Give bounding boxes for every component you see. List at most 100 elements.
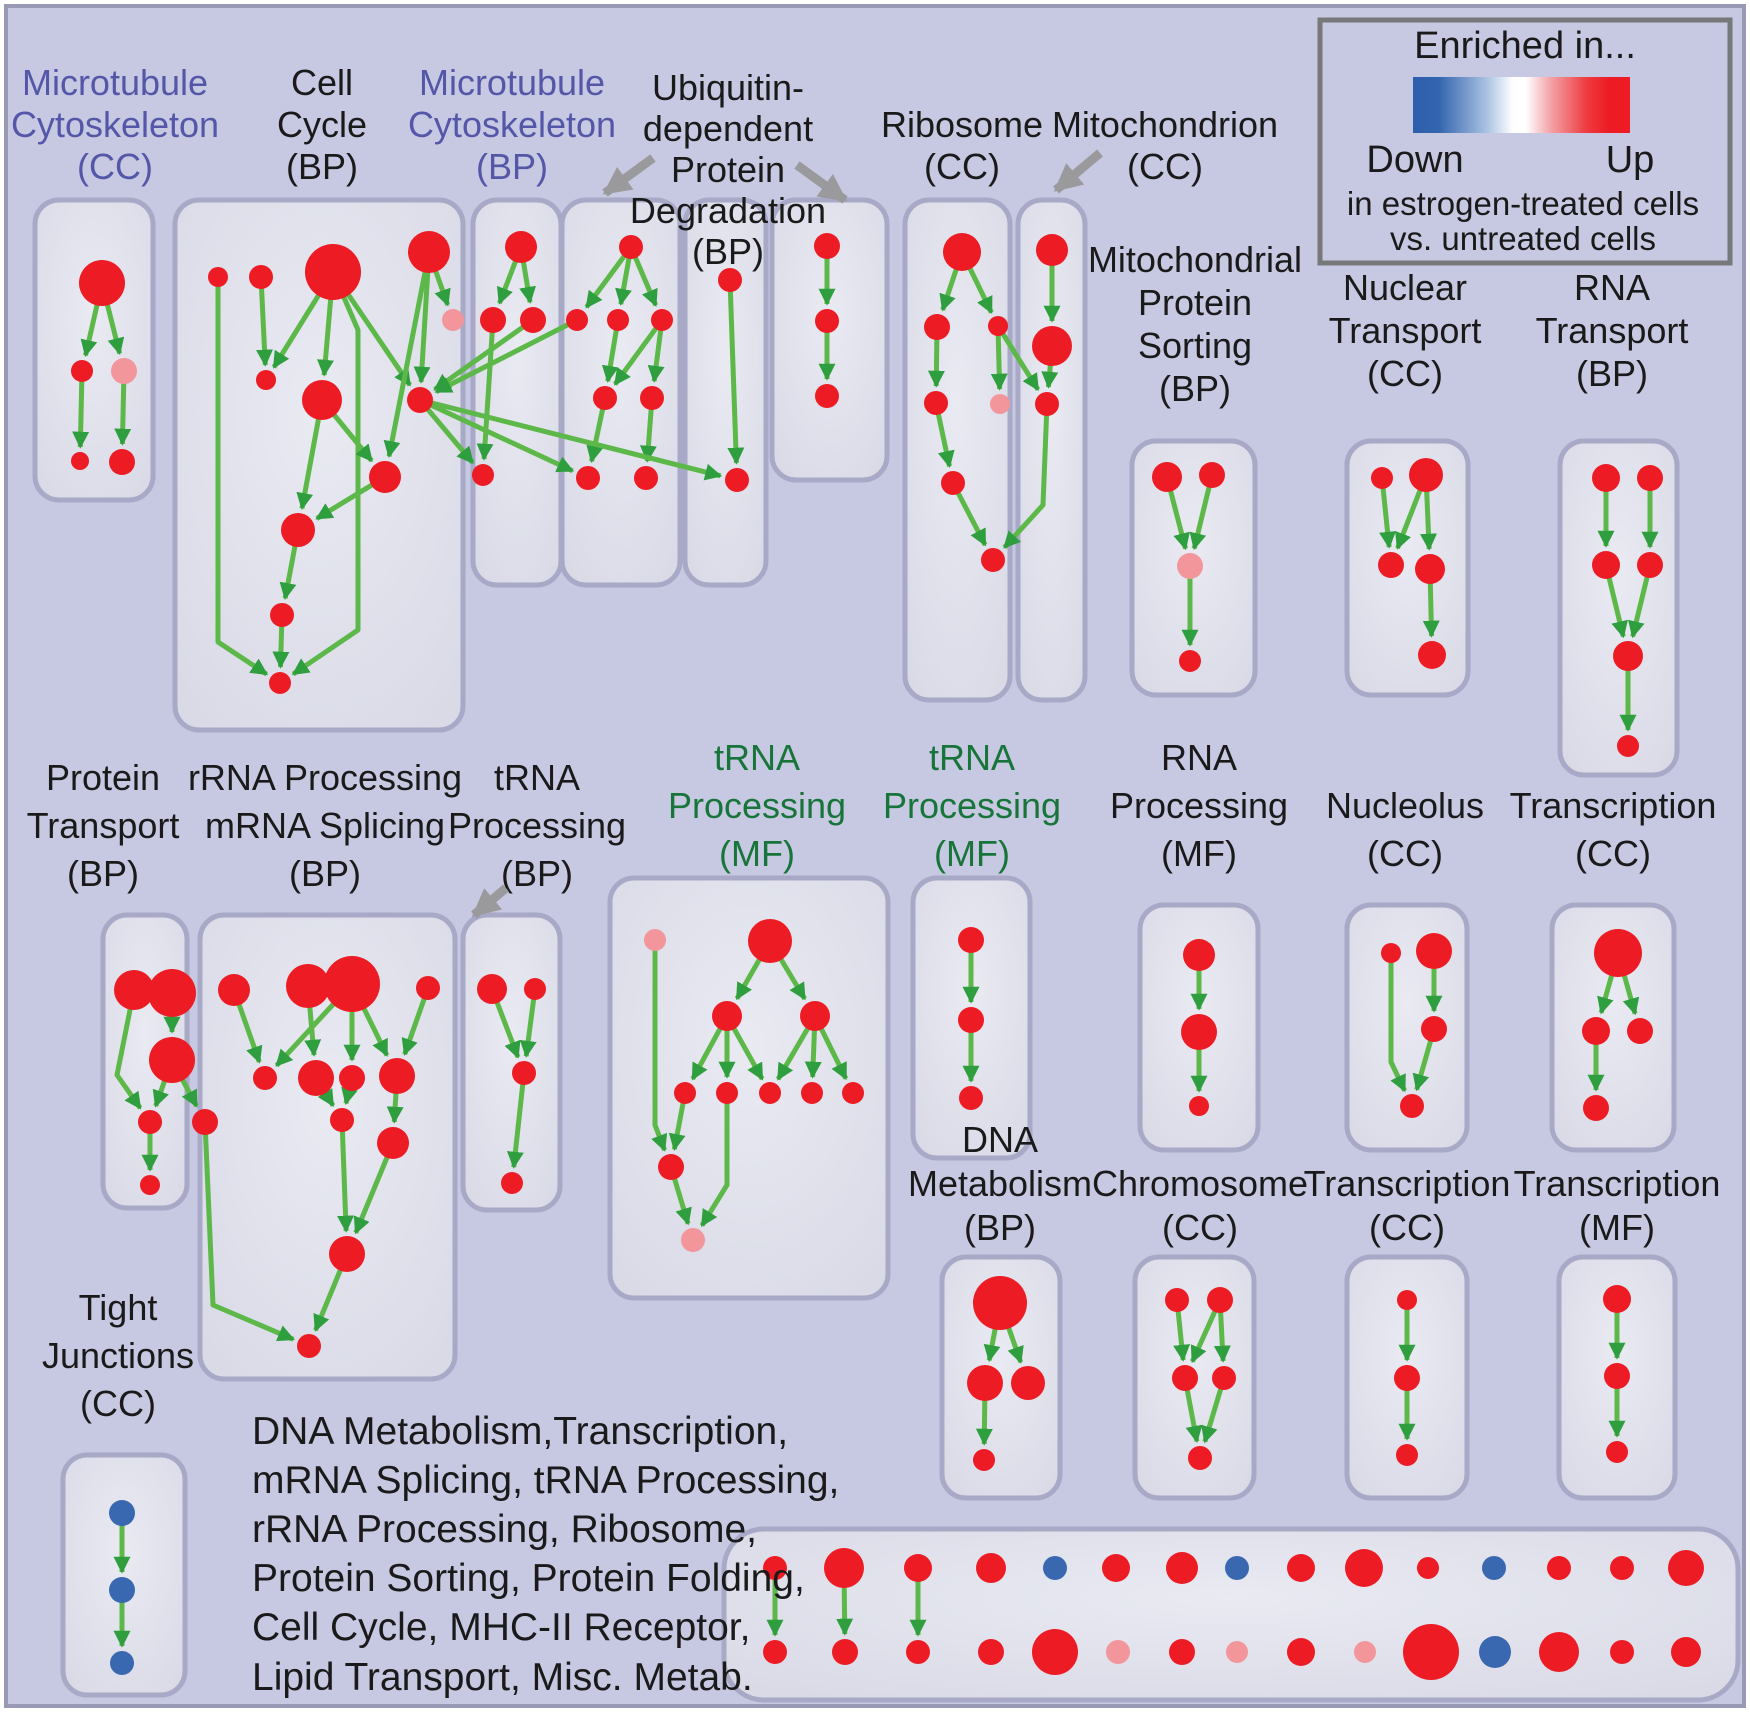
go-term-node-trna_mf2-v2 [958,1007,984,1033]
go-term-node-mixed-bb13 [1539,1632,1579,1672]
go-term-node-tr_cc_mid-a [1582,1017,1610,1045]
edge-ubiq_c.ct-ubiq_c.cb [727,279,745,465]
edge-ubiq_a.ra-cc.hub [434,317,579,395]
go-term-node-ribosome-l3 [924,391,948,415]
cluster-label-tr_cc_bot: Transcription (CC) [1304,1163,1511,1248]
go-term-node-pt-z [140,1175,160,1195]
go-term-node-chromosome-c [1172,1365,1198,1391]
cluster-label-mito: Mitochondrion (CC) [1052,104,1278,187]
edge-nuct.a-nuct.c [1379,477,1397,549]
go-term-node-rnap_mf-v3 [1189,1096,1209,1116]
go-term-node-mixed-bb2 [832,1639,858,1665]
edge-mt_bp.la-mt_bp.bot [476,319,496,461]
go-term-node-chromosome-d [1212,1366,1236,1390]
edge-rrna.I-rrna.M [202,1121,295,1342]
cluster-box-mt_cc [32,197,156,503]
go-term-node-ubiq_a-top [619,235,643,259]
go-term-node-mixed-ta7 [1166,1552,1198,1584]
cluster-box-tj [60,1452,188,1698]
cluster-label-trna_bp: tRNA Processing (BP) [448,757,626,894]
cluster-label-ubiq: Ubiquitin-dependent Protein Degradation (BP… [630,67,826,272]
go-term-node-ribosome-top [943,233,981,271]
go-term-node-mixed-bb14 [1610,1640,1634,1664]
go-term-node-trna_mf1-T [748,919,792,963]
edge-trna_bp.c-trna_bp.d [506,1072,527,1169]
go-term-node-tj-v3 [110,1651,134,1675]
go-term-node-mt_bp-la [480,307,506,333]
go-term-node-mixed-bb4 [978,1639,1004,1665]
go-term-node-mixed-ta5 [1043,1556,1067,1580]
go-term-node-chromosome-a [1165,1288,1189,1312]
cluster-box-tr_cc_mid [1549,902,1677,1153]
edge-cc.B2-cc.b4 [383,251,432,459]
go-term-node-mixed-bb11 [1403,1624,1459,1680]
go-term-node-cc-m1 [270,603,294,627]
edge-rrna.J-rrna.L [353,1142,396,1235]
go-term-node-tr_mf-v2 [1604,1363,1630,1389]
go-term-node-mt_cc-n3 [111,358,137,384]
edge-ribosome.r2-mito.c [995,324,1041,392]
go-term-node-ubiq_a-ra [566,309,588,331]
go-term-node-ribosome-r2 [988,316,1008,336]
label-pointer-arrow-3 [1053,149,1103,194]
cluster-label-trna_mf1: tRNA Processing (MF) [668,737,846,874]
go-term-node-nucleolus-a [1381,943,1401,963]
edge-cc.t1-cc.bot [215,277,269,677]
go-term-node-mps-d [1179,650,1201,672]
go-term-node-tj-v1 [109,1500,135,1526]
edge-trna_bp.b-trna_bp.c [519,988,538,1058]
go-term-node-cc-t1 [208,267,228,287]
go-term-node-ubiq_b-v3 [815,384,839,408]
cluster-label-rnap_mf: RNA Processing (MF) [1110,737,1288,874]
cluster-label-cc: Cell Cycle (BP) [277,62,367,187]
go-term-node-dna_met-c [973,1449,995,1471]
cluster-label-tr_cc_mid: Transcription (CC) [1510,785,1717,874]
go-term-node-cc-hub [407,387,433,413]
go-term-node-trna_mf2-v1 [958,927,984,953]
go-term-node-chromosome-e [1188,1446,1212,1470]
go-term-node-mixed-bb1 [763,1640,787,1664]
cluster-label-chromosome: Chromosome (CC) [1092,1163,1308,1248]
go-term-node-mt_cc-n2 [71,360,93,382]
label-pointer-arrow-4 [471,884,509,919]
go-term-node-ubiq_c-cb [725,468,749,492]
go-term-node-mt_bp-bot [472,464,494,486]
go-term-node-mixed-ta15 [1668,1550,1704,1586]
go-term-node-mt_bp-lb [520,307,546,333]
go-term-node-ubiq_a-sa [593,386,617,410]
go-term-node-rrna-E [253,1066,277,1090]
go-term-node-rrna-B [286,964,330,1008]
go-term-node-ubiq_a-rb [607,309,629,331]
go-term-node-mixed-ta6 [1102,1554,1130,1582]
legend-box [1317,17,1733,266]
go-term-node-dna_met-b [1011,1366,1045,1400]
cluster-box-rrna [197,912,458,1382]
go-term-node-ubiq_a-rc [651,309,673,331]
go-term-node-trna_bp-a [477,974,507,1004]
go-term-node-rrna-I [192,1109,218,1135]
go-term-node-trna_bp-b [524,978,546,1000]
legend-colorbar [1413,77,1630,133]
go-term-node-mixed-ta12 [1482,1556,1506,1580]
go-term-node-rrna-G [339,1065,365,1091]
go-term-node-rrna-C [324,956,380,1012]
cluster-label-rrna: rRNA Processing mRNA Splicing (BP) [188,757,462,894]
cluster-box-ubiq_c [682,197,769,588]
go-term-node-rnap_mf-v2 [1181,1014,1217,1050]
go-term-node-pt-b [148,969,196,1017]
go-term-node-mixed-bb7 [1169,1639,1195,1665]
go-term-node-chromosome-b [1207,1287,1233,1313]
go-term-node-mito-c [1035,392,1059,416]
go-term-node-ribosome-pk [990,394,1010,414]
go-term-node-cc-bot [269,672,291,694]
go-term-node-rrna-M [297,1334,321,1358]
go-term-node-mixed-bb6 [1106,1640,1130,1664]
go-term-node-mixed-bb10 [1354,1641,1376,1663]
go-term-node-tr_mf-v3 [1606,1441,1628,1463]
cluster-box-nuct [1344,438,1471,698]
go-term-node-rrna-K [330,1108,354,1132]
go-term-node-ribosome-bot [981,548,1005,572]
cluster-label-ribosome: Ribosome (CC) [881,104,1043,187]
